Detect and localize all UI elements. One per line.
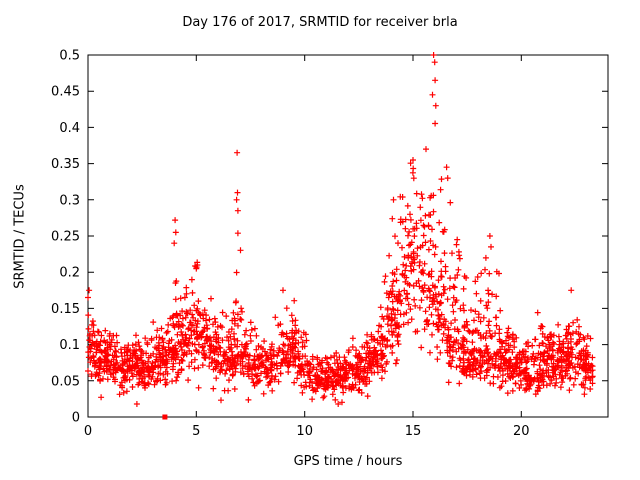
axis-ticks [87, 54, 608, 418]
y-tick-label: 0.05 [51, 374, 80, 389]
y-tick-label: 0.45 [51, 85, 80, 100]
x-tick-label: 15 [405, 424, 422, 439]
x-tick-label: 0 [84, 424, 92, 439]
y-tick-label: 0.35 [51, 157, 80, 172]
x-tick-label: 5 [192, 424, 200, 439]
y-tick-label: 0 [72, 411, 80, 426]
y-tick-label: 0.2 [59, 266, 80, 281]
x-tick-label: 20 [513, 424, 530, 439]
x-axis-label: GPS time / hours [293, 454, 403, 469]
y-tick-label: 0.1 [59, 338, 80, 353]
y-tick-label: 0.3 [59, 193, 80, 208]
tick-labels: 0 5 10 15 20 0 0.05 0.1 0.15 0.2 0.25 0.3 0.35 0.4 0.4… [51, 49, 530, 440]
y-tick-label: 0.5 [59, 49, 80, 64]
y-tick-label: 0.25 [51, 230, 80, 245]
chart-title: Day 176 of 2017, SRMTID for receiver brl… [182, 15, 458, 30]
special-point-square [162, 414, 168, 420]
y-tick-label: 0.15 [51, 302, 80, 317]
data-points [85, 52, 596, 407]
x-tick-label: 10 [296, 424, 313, 439]
y-tick-label: 0.4 [59, 121, 80, 136]
